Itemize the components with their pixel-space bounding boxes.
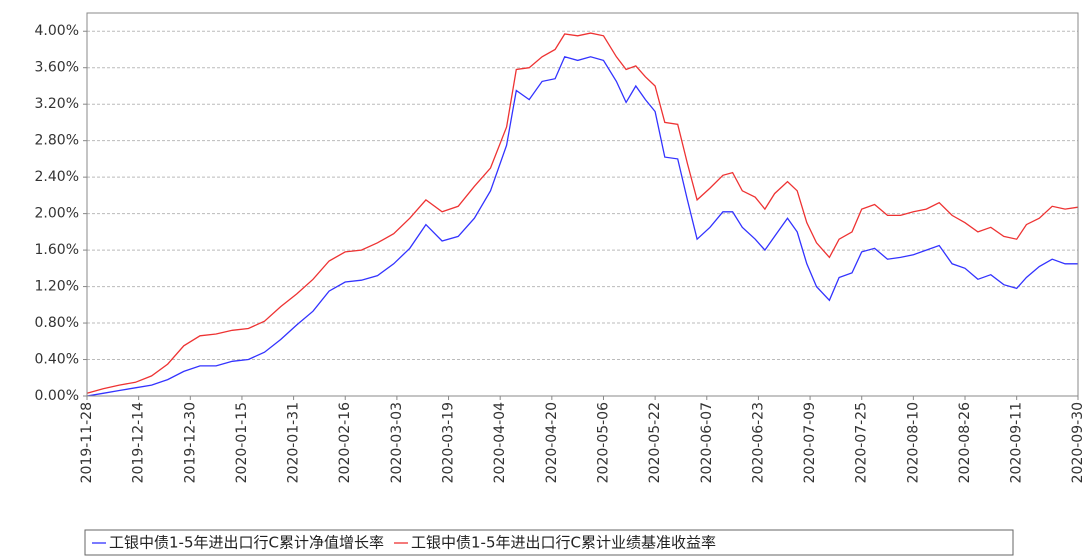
grid <box>87 30 1078 397</box>
x-tick-label: 2020-09-30 <box>1070 402 1086 483</box>
y-tick-label: 3.60% <box>35 60 79 76</box>
legend-label: 工银中债1-5年进出口行C累计业绩基准收益率 <box>411 534 716 552</box>
x-tick-label: 2020-01-31 <box>286 402 302 483</box>
y-tick-label: 3.20% <box>35 96 79 112</box>
x-tick-label: 2020-04-20 <box>544 402 560 483</box>
x-tick-label: 2020-01-15 <box>234 402 250 483</box>
x-tick-label: 2019-12-30 <box>182 402 198 483</box>
series-line <box>86 56 1078 397</box>
legend: 工银中债1-5年进出口行C累计净值增长率 工银中债1-5年进出口行C累计业绩基准收… <box>92 534 716 552</box>
y-tick-label: 2.00% <box>35 206 79 222</box>
y-tick-label: 4.00% <box>35 23 79 39</box>
x-tick-label: 2020-03-19 <box>441 402 457 483</box>
y-tick-label: 0.00% <box>35 388 79 404</box>
x-tick-label: 2020-06-23 <box>750 402 766 483</box>
x-tick-label: 2019-12-14 <box>131 402 147 483</box>
lines <box>86 32 1079 397</box>
y-tick-label: 0.40% <box>35 352 79 368</box>
x-tick-label: 2020-03-03 <box>389 402 405 483</box>
x-tick-label: 2020-07-09 <box>802 402 818 483</box>
x-tick-label: 2019-11-28 <box>79 402 95 483</box>
axes: 0.00% 0.40% 0.80% 1.20% 1.60% 2.00% 2.40% 2.80%… <box>35 23 1086 483</box>
x-tick-label: 2020-05-22 <box>647 402 663 483</box>
y-tick-label: 1.60% <box>35 242 79 258</box>
y-tick-label: 2.40% <box>35 169 79 185</box>
x-tick-label: 2020-06-07 <box>699 402 715 483</box>
x-tick-label: 2020-08-10 <box>905 402 921 483</box>
y-tick-label: 0.80% <box>35 315 79 331</box>
x-tick-label: 2020-09-11 <box>1009 402 1025 483</box>
x-tick-label: 2020-04-04 <box>492 402 508 483</box>
x-tick-label: 2020-07-25 <box>854 402 870 483</box>
legend-box <box>84 529 1014 556</box>
x-tick-label: 2020-08-26 <box>957 402 973 483</box>
series-line <box>86 32 1079 394</box>
x-tick-label: 2020-02-16 <box>337 402 353 483</box>
y-tick-label: 2.80% <box>35 133 79 149</box>
y-tick-label: 1.20% <box>35 279 79 295</box>
legend-label: 工银中债1-5年进出口行C累计净值增长率 <box>109 534 384 552</box>
x-tick-label: 2020-05-06 <box>595 402 611 483</box>
plot-frame <box>86 12 1079 397</box>
